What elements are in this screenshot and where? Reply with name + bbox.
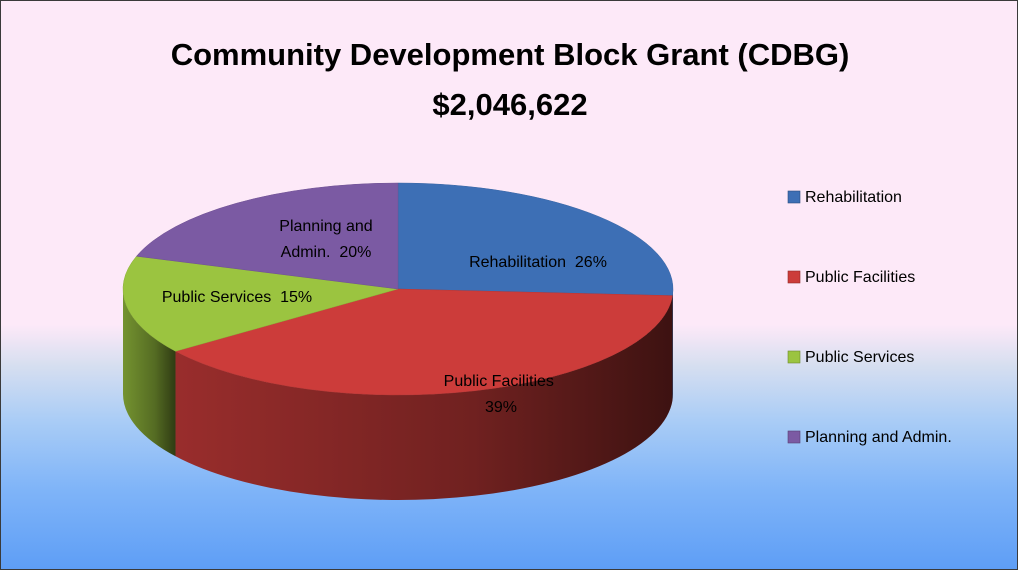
data-label: Public Facilities 39% xyxy=(436,369,566,421)
slice-side xyxy=(123,289,176,457)
chart-subtitle: $2,046,622 xyxy=(432,87,587,122)
chart-title: Community Development Block Grant (CDBG) xyxy=(171,37,850,72)
data-label: Rehabilitation 26% xyxy=(428,250,648,276)
slice-top xyxy=(174,288,673,396)
data-label: Planning and Admin. 20% xyxy=(266,214,386,266)
data-label-category: Rehabilitation xyxy=(469,254,567,271)
slice-side xyxy=(175,295,673,500)
data-label-category: Public Facilities xyxy=(443,373,554,390)
legend-label: Planning and Admin. xyxy=(805,429,952,446)
legend-label: Public Facilities xyxy=(805,269,915,286)
legend-swatch xyxy=(787,350,801,364)
data-label-value: 20% xyxy=(339,244,372,261)
pie-slice xyxy=(122,255,399,457)
data-label-value: 39% xyxy=(484,399,518,416)
data-label-category: Public Services xyxy=(161,289,272,306)
legend-swatch xyxy=(787,430,801,444)
slice-top xyxy=(135,182,399,290)
legend-swatch xyxy=(787,190,801,204)
pie-slice xyxy=(397,182,674,401)
slice-side xyxy=(672,289,673,401)
data-label-value: 26% xyxy=(574,254,607,271)
pie-slice xyxy=(174,288,673,500)
legend-swatch xyxy=(787,270,801,284)
legend-label: Public Services xyxy=(805,349,914,366)
data-label-category: Planning and Admin. xyxy=(279,218,373,261)
data-label-value: 15% xyxy=(280,289,313,306)
slice-top xyxy=(122,255,399,352)
data-label: Public Services 15% xyxy=(127,285,347,311)
pie-slice xyxy=(135,182,399,290)
slice-top xyxy=(397,182,674,296)
legend-label: Rehabilitation xyxy=(805,189,902,206)
